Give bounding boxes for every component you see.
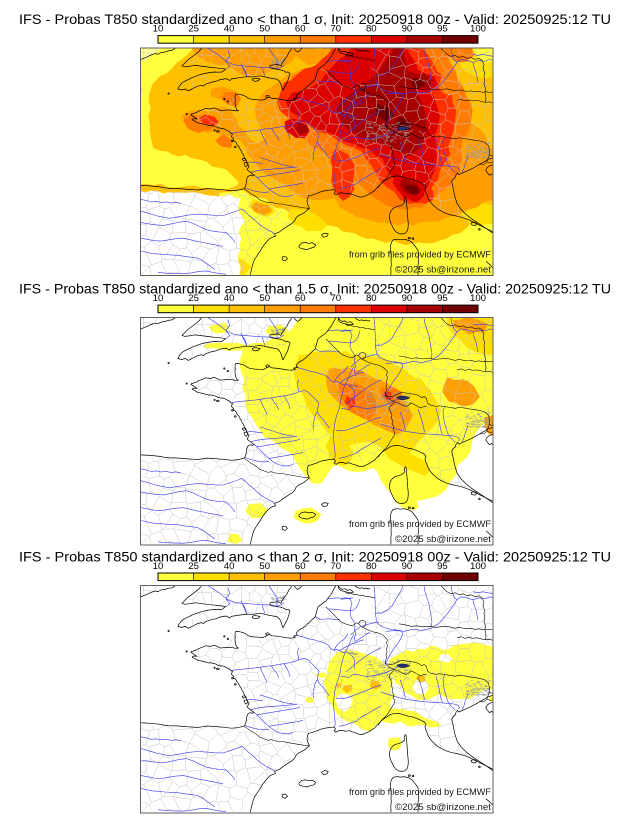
svg-text:95: 95 bbox=[437, 561, 448, 572]
svg-text:100: 100 bbox=[470, 561, 486, 572]
svg-text:from grib files provided by EC: from grib files provided by ECMWF bbox=[349, 787, 491, 798]
svg-text:80: 80 bbox=[366, 561, 377, 572]
svg-text:100: 100 bbox=[470, 24, 486, 35]
svg-text:80: 80 bbox=[366, 293, 377, 304]
svg-text:90: 90 bbox=[402, 293, 413, 304]
svg-text:70: 70 bbox=[330, 24, 341, 35]
svg-text:90: 90 bbox=[402, 561, 413, 572]
svg-text:25: 25 bbox=[188, 24, 199, 35]
svg-text:40: 40 bbox=[224, 24, 235, 35]
svg-text:80: 80 bbox=[366, 24, 377, 35]
svg-text:10: 10 bbox=[153, 24, 164, 35]
svg-text:IFS - Probas T850 standardize: IFS - Probas T850 standardized ano < tha… bbox=[19, 549, 611, 564]
svg-text:70: 70 bbox=[330, 293, 341, 304]
svg-text:100: 100 bbox=[470, 293, 486, 304]
svg-text:50: 50 bbox=[259, 293, 270, 304]
svg-text:10: 10 bbox=[153, 293, 164, 304]
svg-text:©2025 sb@irizone.net: ©2025 sb@irizone.net bbox=[395, 802, 491, 813]
svg-text:95: 95 bbox=[437, 293, 448, 304]
svg-text:40: 40 bbox=[224, 561, 235, 572]
svg-text:50: 50 bbox=[259, 561, 270, 572]
svg-text:50: 50 bbox=[259, 24, 270, 35]
svg-text:60: 60 bbox=[295, 561, 306, 572]
svg-text:25: 25 bbox=[188, 293, 199, 304]
svg-text:60: 60 bbox=[295, 24, 306, 35]
svg-text:IFS - Probas T850 standardize: IFS - Probas T850 standardized ano < tha… bbox=[19, 12, 611, 27]
svg-text:70: 70 bbox=[330, 561, 341, 572]
svg-text:from grib files provided by EC: from grib files provided by ECMWF bbox=[349, 519, 491, 530]
svg-text:25: 25 bbox=[188, 561, 199, 572]
svg-text:©2025 sb@irizone.net: ©2025 sb@irizone.net bbox=[395, 534, 491, 545]
svg-text:90: 90 bbox=[402, 24, 413, 35]
svg-text:40: 40 bbox=[224, 293, 235, 304]
svg-text:from grib files provided by EC: from grib files provided by ECMWF bbox=[349, 250, 491, 261]
svg-text:10: 10 bbox=[153, 561, 164, 572]
svg-text:95: 95 bbox=[437, 24, 448, 35]
svg-text:©2025 sb@irizone.net: ©2025 sb@irizone.net bbox=[395, 265, 491, 276]
svg-text:60: 60 bbox=[295, 293, 306, 304]
svg-text:IFS - Probas T850 standardize: IFS - Probas T850 standardized ano < tha… bbox=[19, 282, 611, 297]
